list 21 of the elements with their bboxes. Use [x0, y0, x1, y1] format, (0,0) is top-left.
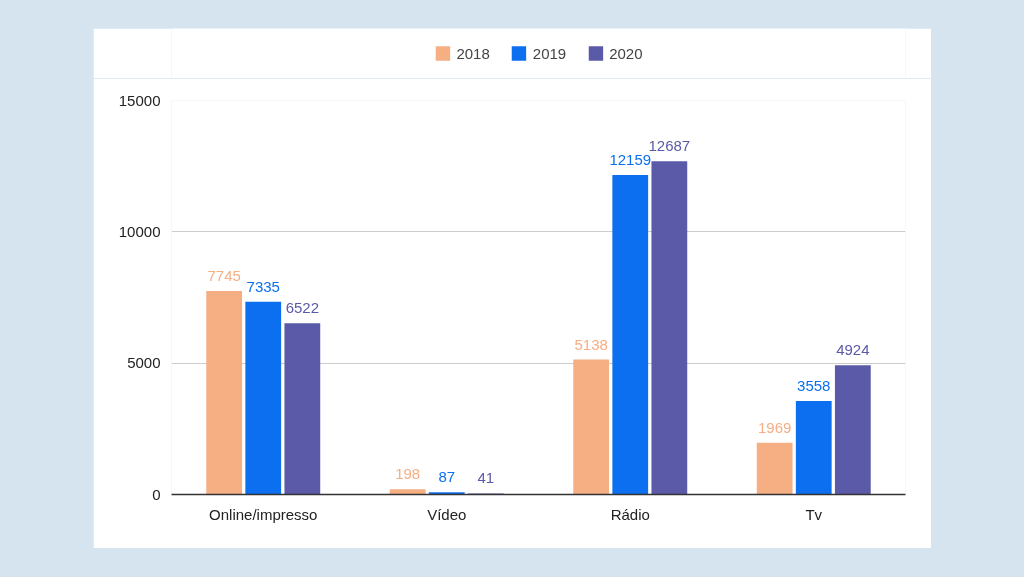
y-tick-label: 0	[152, 485, 161, 503]
data-label: 4924	[836, 341, 870, 359]
data-label: 41	[477, 469, 495, 487]
data-label: 1969	[757, 418, 792, 436]
x-tick-label: Online/impresso	[209, 505, 318, 523]
legend-label: 2018	[456, 44, 490, 62]
x-tick-label: Tv	[805, 505, 823, 523]
y-tick-label: 5000	[127, 354, 161, 372]
legend-label: 2020	[609, 44, 643, 62]
legend-label: 2019	[532, 44, 567, 62]
data-label: 7745	[207, 267, 241, 285]
data-label: 87	[438, 468, 456, 486]
data-label: 6522	[285, 299, 320, 317]
data-label: 7335	[246, 277, 280, 295]
data-label: 3558	[797, 377, 831, 395]
data-label: 5138	[574, 335, 608, 353]
y-tick-label: 10000	[118, 222, 161, 240]
y-tick-label: 15000	[118, 91, 161, 109]
x-tick-label: Rádio	[610, 505, 650, 523]
data-label: 198	[395, 465, 421, 483]
x-tick-label: Vídeo	[427, 505, 467, 523]
